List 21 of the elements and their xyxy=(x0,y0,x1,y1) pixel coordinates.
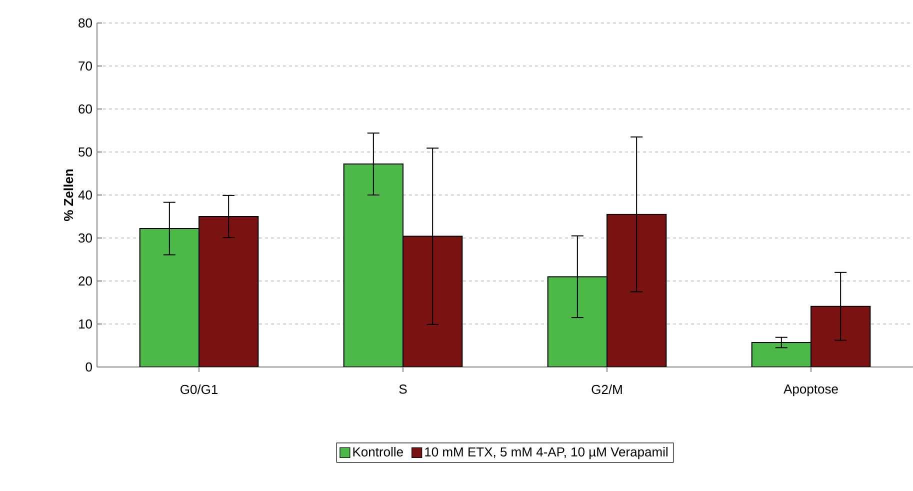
bar xyxy=(343,164,404,367)
y-tick-label: 70 xyxy=(78,61,92,71)
x-tick-label: S xyxy=(399,384,407,394)
y-tick-label: 20 xyxy=(78,276,92,286)
y-axis-title: % Zellen xyxy=(64,169,74,222)
bar xyxy=(547,276,608,367)
bar xyxy=(751,342,812,367)
y-tick-label: 50 xyxy=(78,147,92,157)
x-tick-label: G2/M xyxy=(592,384,622,394)
y-tick-label: 10 xyxy=(79,319,92,329)
bar xyxy=(139,228,200,367)
x-tick-label: G0/G1 xyxy=(180,384,218,394)
legend-label: 10 mM ETX, 5 mM 4-AP, 10 µM Verapamil xyxy=(425,446,668,460)
y-tick-label: 40 xyxy=(78,190,92,200)
legend-label: Kontrolle xyxy=(353,446,403,457)
x-tick-label: Apoptose xyxy=(784,384,838,396)
bar xyxy=(198,216,259,367)
y-tick-label: 30 xyxy=(78,233,92,243)
y-tick-label: 60 xyxy=(78,104,92,114)
y-tick-label: 0 xyxy=(86,362,92,372)
y-tick-label: 80 xyxy=(78,18,92,28)
